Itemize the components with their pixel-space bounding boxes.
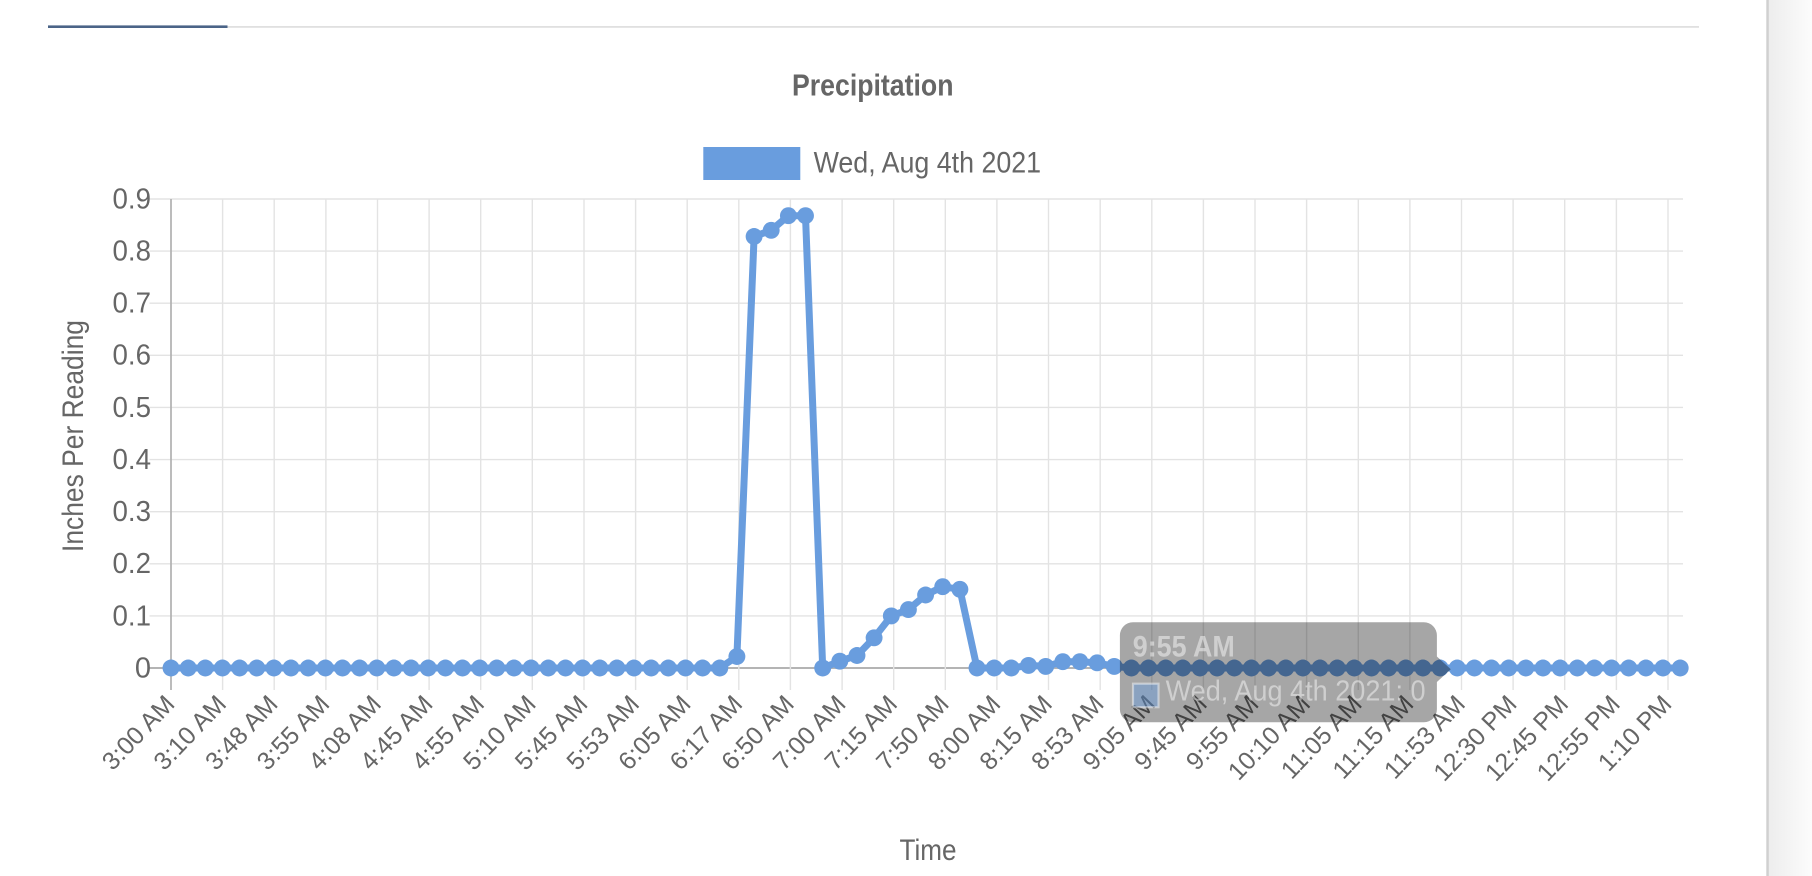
svg-text:0.5: 0.5: [113, 392, 152, 424]
svg-text:0.3: 0.3: [113, 496, 152, 528]
svg-text:Precipitation: Precipitation: [792, 69, 954, 103]
svg-text:Inches Per Reading: Inches Per Reading: [57, 320, 90, 552]
svg-text:0.1: 0.1: [113, 600, 152, 632]
svg-text:0.9: 0.9: [113, 183, 152, 215]
svg-text:0.6: 0.6: [113, 340, 152, 372]
svg-text:Wed, Aug 4th 2021: Wed, Aug 4th 2021: [814, 146, 1042, 179]
svg-text:0.7: 0.7: [113, 288, 152, 320]
svg-text:0.4: 0.4: [113, 444, 152, 476]
svg-text:Wed, Aug 4th 2021: 0: Wed, Aug 4th 2021: 0: [1166, 675, 1426, 707]
svg-text:0.8: 0.8: [113, 236, 152, 268]
svg-text:0.2: 0.2: [113, 548, 152, 580]
svg-text:0: 0: [135, 652, 151, 684]
svg-text:9:55 AM: 9:55 AM: [1133, 631, 1235, 664]
svg-text:Time: Time: [900, 834, 957, 867]
